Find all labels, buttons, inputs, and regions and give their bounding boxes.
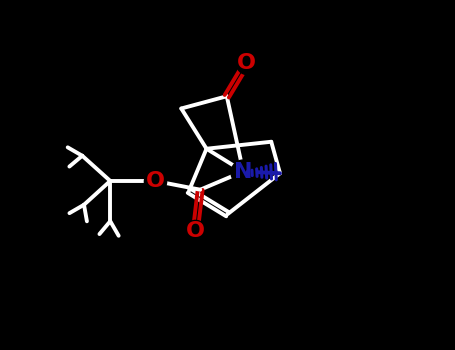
Text: O: O (186, 221, 205, 241)
Text: O: O (237, 53, 256, 73)
Text: N: N (234, 161, 253, 182)
Text: O: O (146, 171, 165, 191)
